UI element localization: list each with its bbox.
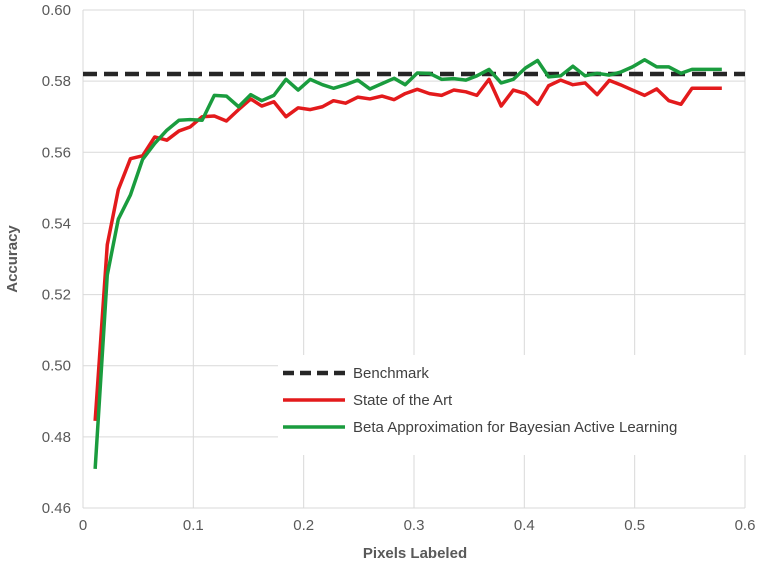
x-tick-label: 0.2 bbox=[293, 517, 314, 534]
series-lines bbox=[83, 58, 745, 469]
series-line-2 bbox=[93, 58, 722, 469]
y-tick-label: 0.48 bbox=[42, 429, 71, 446]
x-tick-label: 0.6 bbox=[735, 517, 756, 534]
legend: Benchmark State of the Art Beta Approximat… bbox=[278, 355, 748, 455]
y-tick-label: 0.52 bbox=[42, 287, 71, 304]
y-tick-label: 0.58 bbox=[42, 73, 71, 90]
x-tick-label: 0.4 bbox=[514, 517, 535, 534]
y-tick-label: 0.56 bbox=[42, 144, 71, 161]
x-axis-title: Pixels Labeled bbox=[363, 545, 467, 562]
x-tick-label: 0 bbox=[79, 517, 87, 534]
y-tick-label: 0.60 bbox=[42, 2, 71, 19]
y-tick-label: 0.50 bbox=[42, 358, 71, 375]
legend-label-0: Benchmark bbox=[353, 365, 429, 382]
x-tick-label: 0.3 bbox=[404, 517, 425, 534]
y-axis-title: Accuracy bbox=[4, 225, 21, 293]
x-tick-label: 0.1 bbox=[183, 517, 204, 534]
axis-titles: Pixels Labeled Accuracy bbox=[4, 225, 467, 562]
axes: 0 0.1 0.2 0.3 0.4 0.5 0.6 0.46 0.48 0.50 0.52 0.54 0… bbox=[42, 2, 756, 534]
y-tick-label: 0.54 bbox=[42, 215, 71, 232]
y-tick-label: 0.46 bbox=[42, 500, 71, 517]
x-tick-label: 0.5 bbox=[624, 517, 645, 534]
legend-background bbox=[278, 355, 748, 455]
legend-label-1: State of the Art bbox=[353, 392, 453, 409]
legend-label-2: Beta Approximation for Bayesian Active L… bbox=[353, 419, 677, 436]
